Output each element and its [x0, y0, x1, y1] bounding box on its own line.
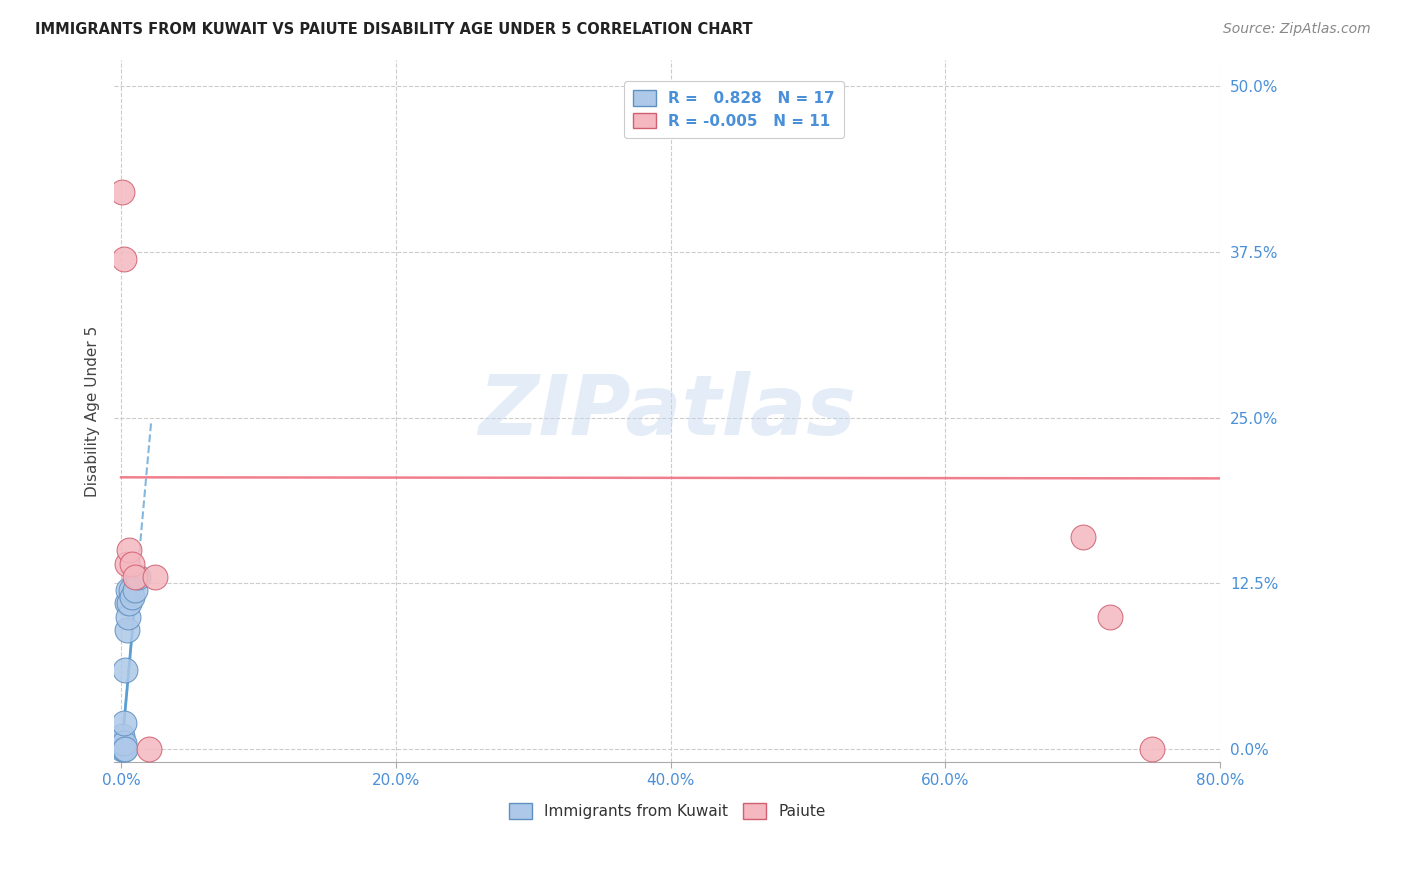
Point [1140, 742, 1163, 756]
Point [114, 663, 136, 677]
Point [1099, 609, 1122, 624]
Point [111, 742, 134, 756]
Point [127, 570, 149, 584]
Point [124, 570, 146, 584]
Point [112, 715, 135, 730]
Text: IMMIGRANTS FROM KUWAIT VS PAIUTE DISABILITY AGE UNDER 5 CORRELATION CHART: IMMIGRANTS FROM KUWAIT VS PAIUTE DISABIL… [35, 22, 752, 37]
Point [118, 543, 141, 558]
Point [120, 582, 142, 597]
Point [111, 729, 134, 743]
Point [111, 735, 134, 749]
Point [114, 742, 136, 756]
Point [115, 557, 138, 571]
Text: Source: ZipAtlas.com: Source: ZipAtlas.com [1223, 22, 1371, 37]
Point [112, 742, 135, 756]
Point [145, 570, 167, 584]
Point [117, 582, 139, 597]
Point [115, 596, 138, 610]
Point [115, 623, 138, 637]
Point [118, 596, 141, 610]
Point [124, 582, 146, 597]
Point [117, 609, 139, 624]
Point [1071, 530, 1094, 544]
Y-axis label: Disability Age Under 5: Disability Age Under 5 [86, 326, 100, 497]
Point [112, 252, 135, 266]
Point [112, 735, 135, 749]
Text: ZIPatlas: ZIPatlas [478, 370, 856, 451]
Point [111, 185, 134, 199]
Point [138, 742, 160, 756]
Point [121, 557, 143, 571]
Point [121, 590, 143, 604]
Legend: Immigrants from Kuwait, Paiute: Immigrants from Kuwait, Paiute [503, 797, 832, 825]
